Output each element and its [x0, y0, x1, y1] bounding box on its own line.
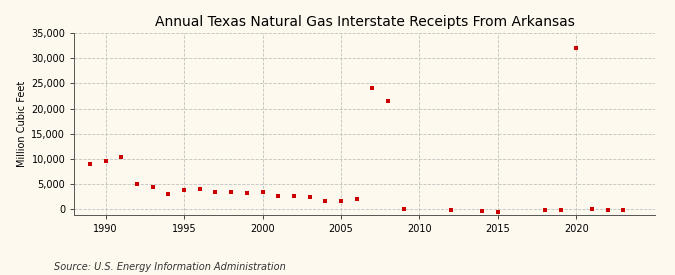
Point: [587, 207, 597, 211]
Title: Annual Texas Natural Gas Interstate Receipts From Arkansas: Annual Texas Natural Gas Interstate Rece…: [155, 15, 574, 29]
Y-axis label: Million Cubic Feet: Million Cubic Feet: [17, 81, 27, 167]
Point: [210, 190, 221, 194]
Point: [618, 208, 629, 213]
Point: [116, 154, 127, 159]
Point: [100, 158, 111, 163]
Point: [571, 46, 582, 50]
Point: [335, 199, 346, 203]
Point: [225, 190, 236, 194]
Point: [383, 99, 394, 103]
Point: [602, 208, 613, 212]
Point: [320, 199, 331, 203]
Point: [556, 208, 566, 213]
Point: [132, 182, 142, 186]
Point: [351, 197, 362, 201]
Point: [398, 207, 409, 211]
Point: [367, 86, 378, 91]
Point: [477, 209, 487, 214]
Point: [273, 194, 284, 198]
Point: [242, 191, 252, 196]
Point: [446, 208, 456, 212]
Point: [84, 162, 95, 166]
Point: [257, 190, 268, 194]
Text: Source: U.S. Energy Information Administration: Source: U.S. Energy Information Administ…: [54, 262, 286, 272]
Point: [539, 208, 550, 213]
Point: [493, 210, 504, 214]
Point: [179, 188, 190, 192]
Point: [304, 195, 315, 200]
Point: [147, 185, 158, 189]
Point: [288, 194, 299, 199]
Point: [194, 187, 205, 191]
Point: [163, 192, 173, 196]
